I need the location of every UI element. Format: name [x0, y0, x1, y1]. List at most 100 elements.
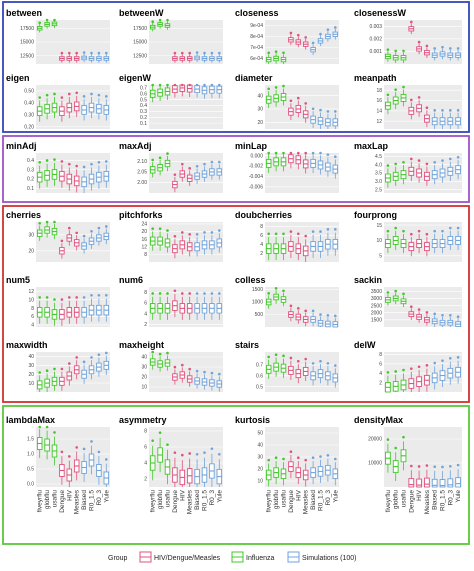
- outlier-point: [304, 309, 308, 313]
- outlier-point: [433, 47, 437, 50]
- box-Yule: [455, 109, 461, 129]
- box-fiveyrflu: [385, 229, 391, 254]
- box-R0_3: [325, 228, 331, 256]
- box-Yule: [332, 155, 339, 179]
- outlier-point: [38, 296, 41, 299]
- box-usaflu: [400, 85, 407, 107]
- outlier-point: [82, 95, 86, 98]
- outlier-point: [53, 18, 56, 22]
- box-Dengue: [288, 450, 294, 479]
- x-tick-label: R0_3: [209, 490, 216, 506]
- box-Measles: [424, 162, 430, 186]
- panel-title: closenessW: [354, 8, 407, 18]
- outlier-point: [68, 296, 71, 299]
- outlier-point: [38, 371, 41, 374]
- outlier-point: [75, 231, 78, 235]
- box-R0_1.5: [201, 162, 208, 182]
- outlier-point: [45, 220, 49, 224]
- outlier-point: [334, 228, 337, 231]
- box-R0_1.5: [439, 109, 446, 129]
- x-tick-label: fiveyrflu: [385, 490, 392, 513]
- outlier-point: [158, 18, 162, 22]
- x-tick-label: HIV: [295, 489, 302, 501]
- box-HIV: [179, 51, 186, 63]
- outlier-point: [90, 356, 93, 359]
- box-R0_3: [325, 110, 331, 129]
- box-usaflu: [400, 435, 407, 471]
- box-fiveyrflu: [265, 87, 272, 109]
- box-globflu: [44, 93, 50, 120]
- box-fiveyrflu: [385, 93, 391, 115]
- outlier-point: [417, 308, 421, 311]
- y-tick-label: 4: [379, 371, 382, 377]
- box-HIV: [66, 362, 73, 386]
- box-Measles: [302, 102, 309, 123]
- box-Biased: [81, 95, 87, 121]
- outlier-point: [166, 443, 169, 446]
- box-Dengue: [408, 367, 415, 392]
- y-tick-label: 15: [376, 223, 382, 229]
- box-R0_3: [209, 51, 215, 63]
- panel-title: colless: [235, 275, 266, 285]
- outlier-point: [166, 83, 169, 87]
- box-fiveyrflu: [265, 151, 272, 173]
- box-Biased: [431, 109, 438, 129]
- outlier-point: [456, 109, 460, 112]
- box-usaflu: [400, 229, 407, 254]
- outlier-point: [210, 292, 214, 295]
- box-Dengue: [172, 289, 178, 318]
- box-HIV: [179, 231, 186, 255]
- box-R0_3: [325, 28, 331, 42]
- y-tick-label: 10: [28, 297, 34, 303]
- panel-num5: num5 4 6 8 10 12: [6, 275, 110, 329]
- outlier-point: [75, 164, 78, 168]
- outlier-point: [326, 153, 330, 156]
- outlier-point: [456, 315, 460, 319]
- outlier-point: [402, 229, 405, 233]
- x-tick-label: R0_1.5: [440, 490, 447, 511]
- outlier-point: [173, 289, 177, 293]
- box-Biased: [310, 456, 316, 485]
- outlier-point: [105, 160, 108, 163]
- box-R0_3: [447, 109, 454, 129]
- box-R0_3: [447, 47, 454, 61]
- box-R0_1.5: [201, 51, 208, 63]
- box-Dengue: [172, 365, 178, 385]
- outlier-point: [105, 51, 108, 55]
- box-R0_3: [96, 161, 102, 189]
- y-tick-label: 10: [28, 381, 34, 387]
- y-tick-label: 0.6: [140, 92, 147, 98]
- outlier-point: [210, 160, 214, 164]
- box-R0_3: [325, 314, 331, 328]
- box-Measles: [424, 44, 430, 58]
- box-fiveyrflu: [149, 20, 156, 32]
- box-usaflu: [51, 158, 58, 186]
- outlier-point: [417, 465, 421, 468]
- box-fiveyrflu: [265, 458, 272, 487]
- group-frame: [2, 1, 470, 133]
- outlier-point: [394, 226, 398, 230]
- panel-title: pitchforks: [119, 210, 163, 220]
- outlier-point: [105, 351, 108, 355]
- y-tick-label: 0.4: [140, 103, 147, 109]
- y-tick-label: 50: [257, 431, 263, 437]
- box-Yule: [103, 293, 110, 322]
- outlier-point: [334, 26, 337, 29]
- outlier-point: [151, 439, 154, 442]
- y-tick-label: 6: [260, 233, 263, 239]
- outlier-point: [218, 51, 221, 55]
- box-HIV: [295, 151, 302, 170]
- outlier-point: [97, 226, 101, 230]
- outlier-point: [75, 356, 78, 359]
- box-usaflu: [280, 232, 287, 261]
- outlier-point: [151, 227, 154, 230]
- outlier-point: [195, 164, 199, 168]
- y-tick-label: 8e-04: [250, 34, 263, 40]
- panel-title: num6: [119, 275, 143, 285]
- y-tick-label: 20000: [368, 437, 382, 443]
- box-HIV: [179, 363, 186, 383]
- box-R0_1.5: [88, 229, 95, 249]
- outlier-point: [90, 440, 93, 443]
- outlier-point: [297, 151, 300, 155]
- box-fiveyrflu: [385, 438, 391, 473]
